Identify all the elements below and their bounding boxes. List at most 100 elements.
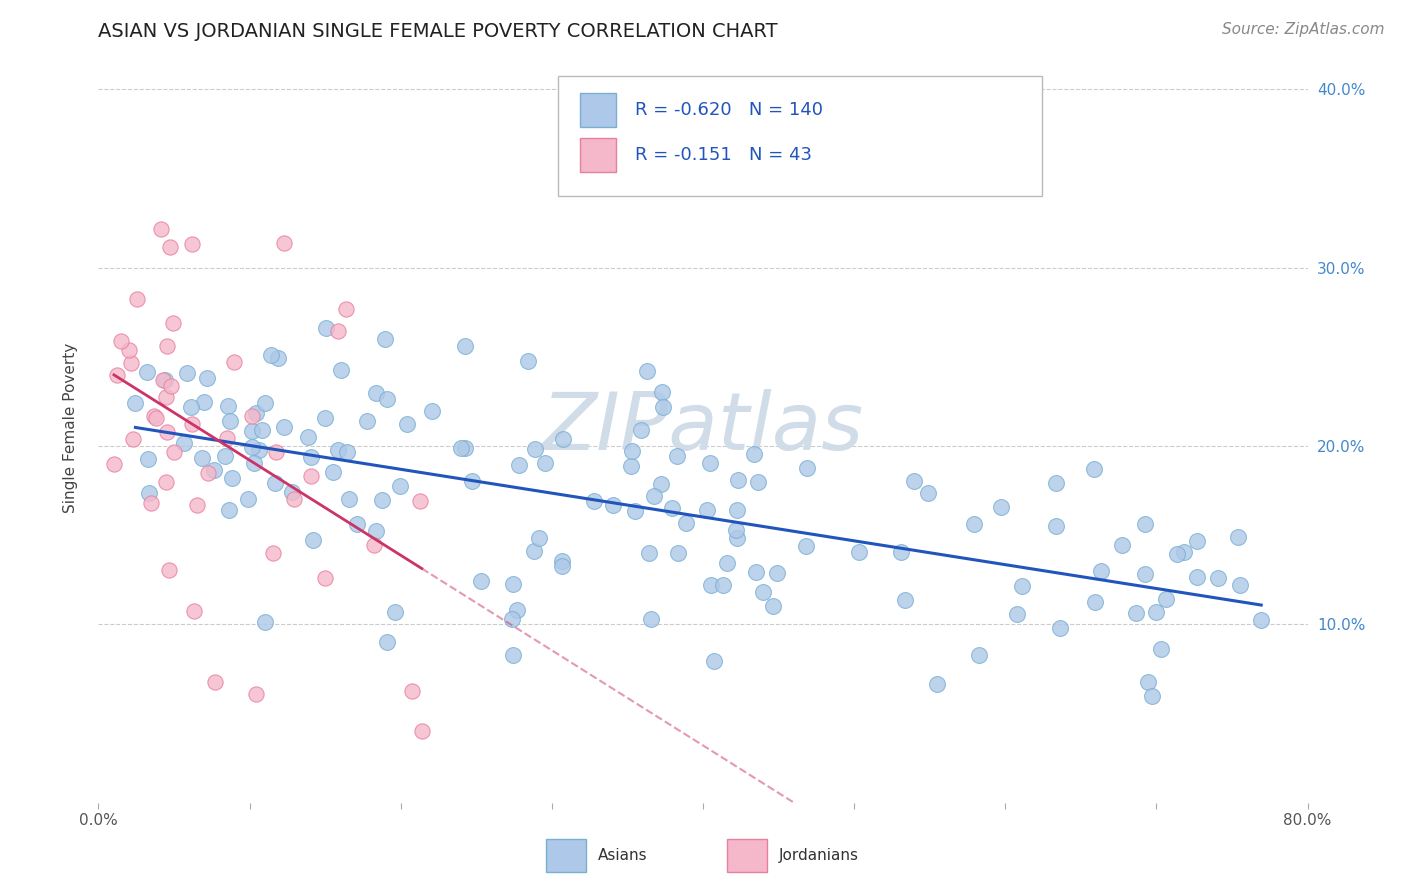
FancyBboxPatch shape (546, 838, 586, 871)
Point (551, 559, 574, 574)
Point (264, 445, 287, 459)
Point (375, 392, 398, 407)
Point (725, 503, 748, 517)
Point (796, 460, 818, 475)
Point (337, 491, 360, 506)
Point (214, 450, 236, 464)
FancyBboxPatch shape (558, 76, 1042, 196)
Point (1187, 533, 1209, 548)
Point (725, 523, 748, 537)
Point (157, 563, 180, 577)
Point (470, 574, 492, 588)
Point (1185, 569, 1208, 583)
Point (1173, 545, 1195, 559)
Point (215, 431, 238, 445)
Point (1250, 613, 1272, 627)
Point (643, 489, 665, 503)
Point (122, 433, 145, 447)
Text: ZIPatlas: ZIPatlas (541, 389, 865, 467)
Point (163, 445, 186, 459)
Point (1226, 530, 1249, 544)
Point (638, 545, 661, 559)
Point (501, 612, 523, 626)
Point (224, 355, 246, 369)
Point (139, 496, 162, 510)
Point (1144, 605, 1167, 619)
FancyBboxPatch shape (579, 93, 616, 127)
Point (253, 615, 276, 630)
Point (127, 292, 149, 306)
Point (1111, 538, 1133, 552)
Point (1135, 567, 1157, 582)
Point (240, 424, 263, 438)
Point (925, 677, 948, 691)
Text: R = -0.620   N = 140: R = -0.620 N = 140 (636, 101, 824, 119)
Point (371, 492, 394, 507)
Point (107, 368, 129, 383)
Point (450, 441, 472, 455)
Point (523, 544, 546, 558)
Point (1045, 476, 1067, 491)
Point (135, 365, 157, 379)
Point (181, 417, 204, 432)
Text: ASIAN VS JORDANIAN SINGLE FEMALE POVERTY CORRELATION CHART: ASIAN VS JORDANIAN SINGLE FEMALE POVERTY… (98, 21, 778, 41)
Point (508, 458, 530, 472)
Point (502, 648, 524, 662)
Point (267, 351, 290, 366)
Point (711, 578, 734, 592)
Point (890, 545, 912, 559)
Point (149, 222, 172, 236)
Point (1150, 642, 1173, 657)
Point (1208, 571, 1230, 585)
Point (145, 410, 167, 425)
Point (156, 425, 179, 439)
Point (502, 576, 524, 591)
Point (747, 475, 769, 489)
Point (193, 395, 215, 409)
Point (517, 354, 540, 368)
Point (1083, 462, 1105, 476)
Point (411, 724, 433, 739)
FancyBboxPatch shape (727, 838, 768, 871)
Point (283, 491, 305, 506)
Point (1229, 578, 1251, 592)
Point (204, 675, 226, 690)
Point (666, 546, 689, 560)
Point (529, 532, 551, 546)
Point (640, 612, 662, 626)
Point (409, 494, 432, 508)
Point (236, 491, 259, 506)
Point (621, 444, 644, 458)
Point (1166, 547, 1188, 561)
Point (329, 362, 352, 376)
Point (110, 334, 132, 348)
Point (762, 599, 785, 613)
Point (620, 459, 643, 474)
Point (250, 423, 273, 437)
Point (219, 414, 242, 428)
Point (384, 606, 406, 620)
Point (1142, 689, 1164, 703)
Point (264, 475, 287, 490)
Point (551, 432, 574, 446)
Point (186, 498, 208, 512)
Point (962, 517, 984, 532)
FancyBboxPatch shape (579, 138, 616, 171)
Point (153, 373, 176, 387)
Point (155, 390, 177, 404)
Point (335, 301, 357, 316)
Point (159, 240, 181, 254)
Point (990, 500, 1012, 515)
Y-axis label: Single Female Poverty: Single Female Poverty (63, 343, 77, 513)
Point (245, 407, 267, 421)
Point (551, 554, 574, 568)
Point (461, 474, 484, 488)
Point (202, 463, 225, 477)
Point (699, 578, 721, 592)
Point (242, 409, 264, 423)
Point (364, 386, 387, 401)
Point (260, 348, 283, 362)
Point (253, 396, 276, 410)
Point (903, 474, 925, 488)
Point (262, 546, 284, 560)
